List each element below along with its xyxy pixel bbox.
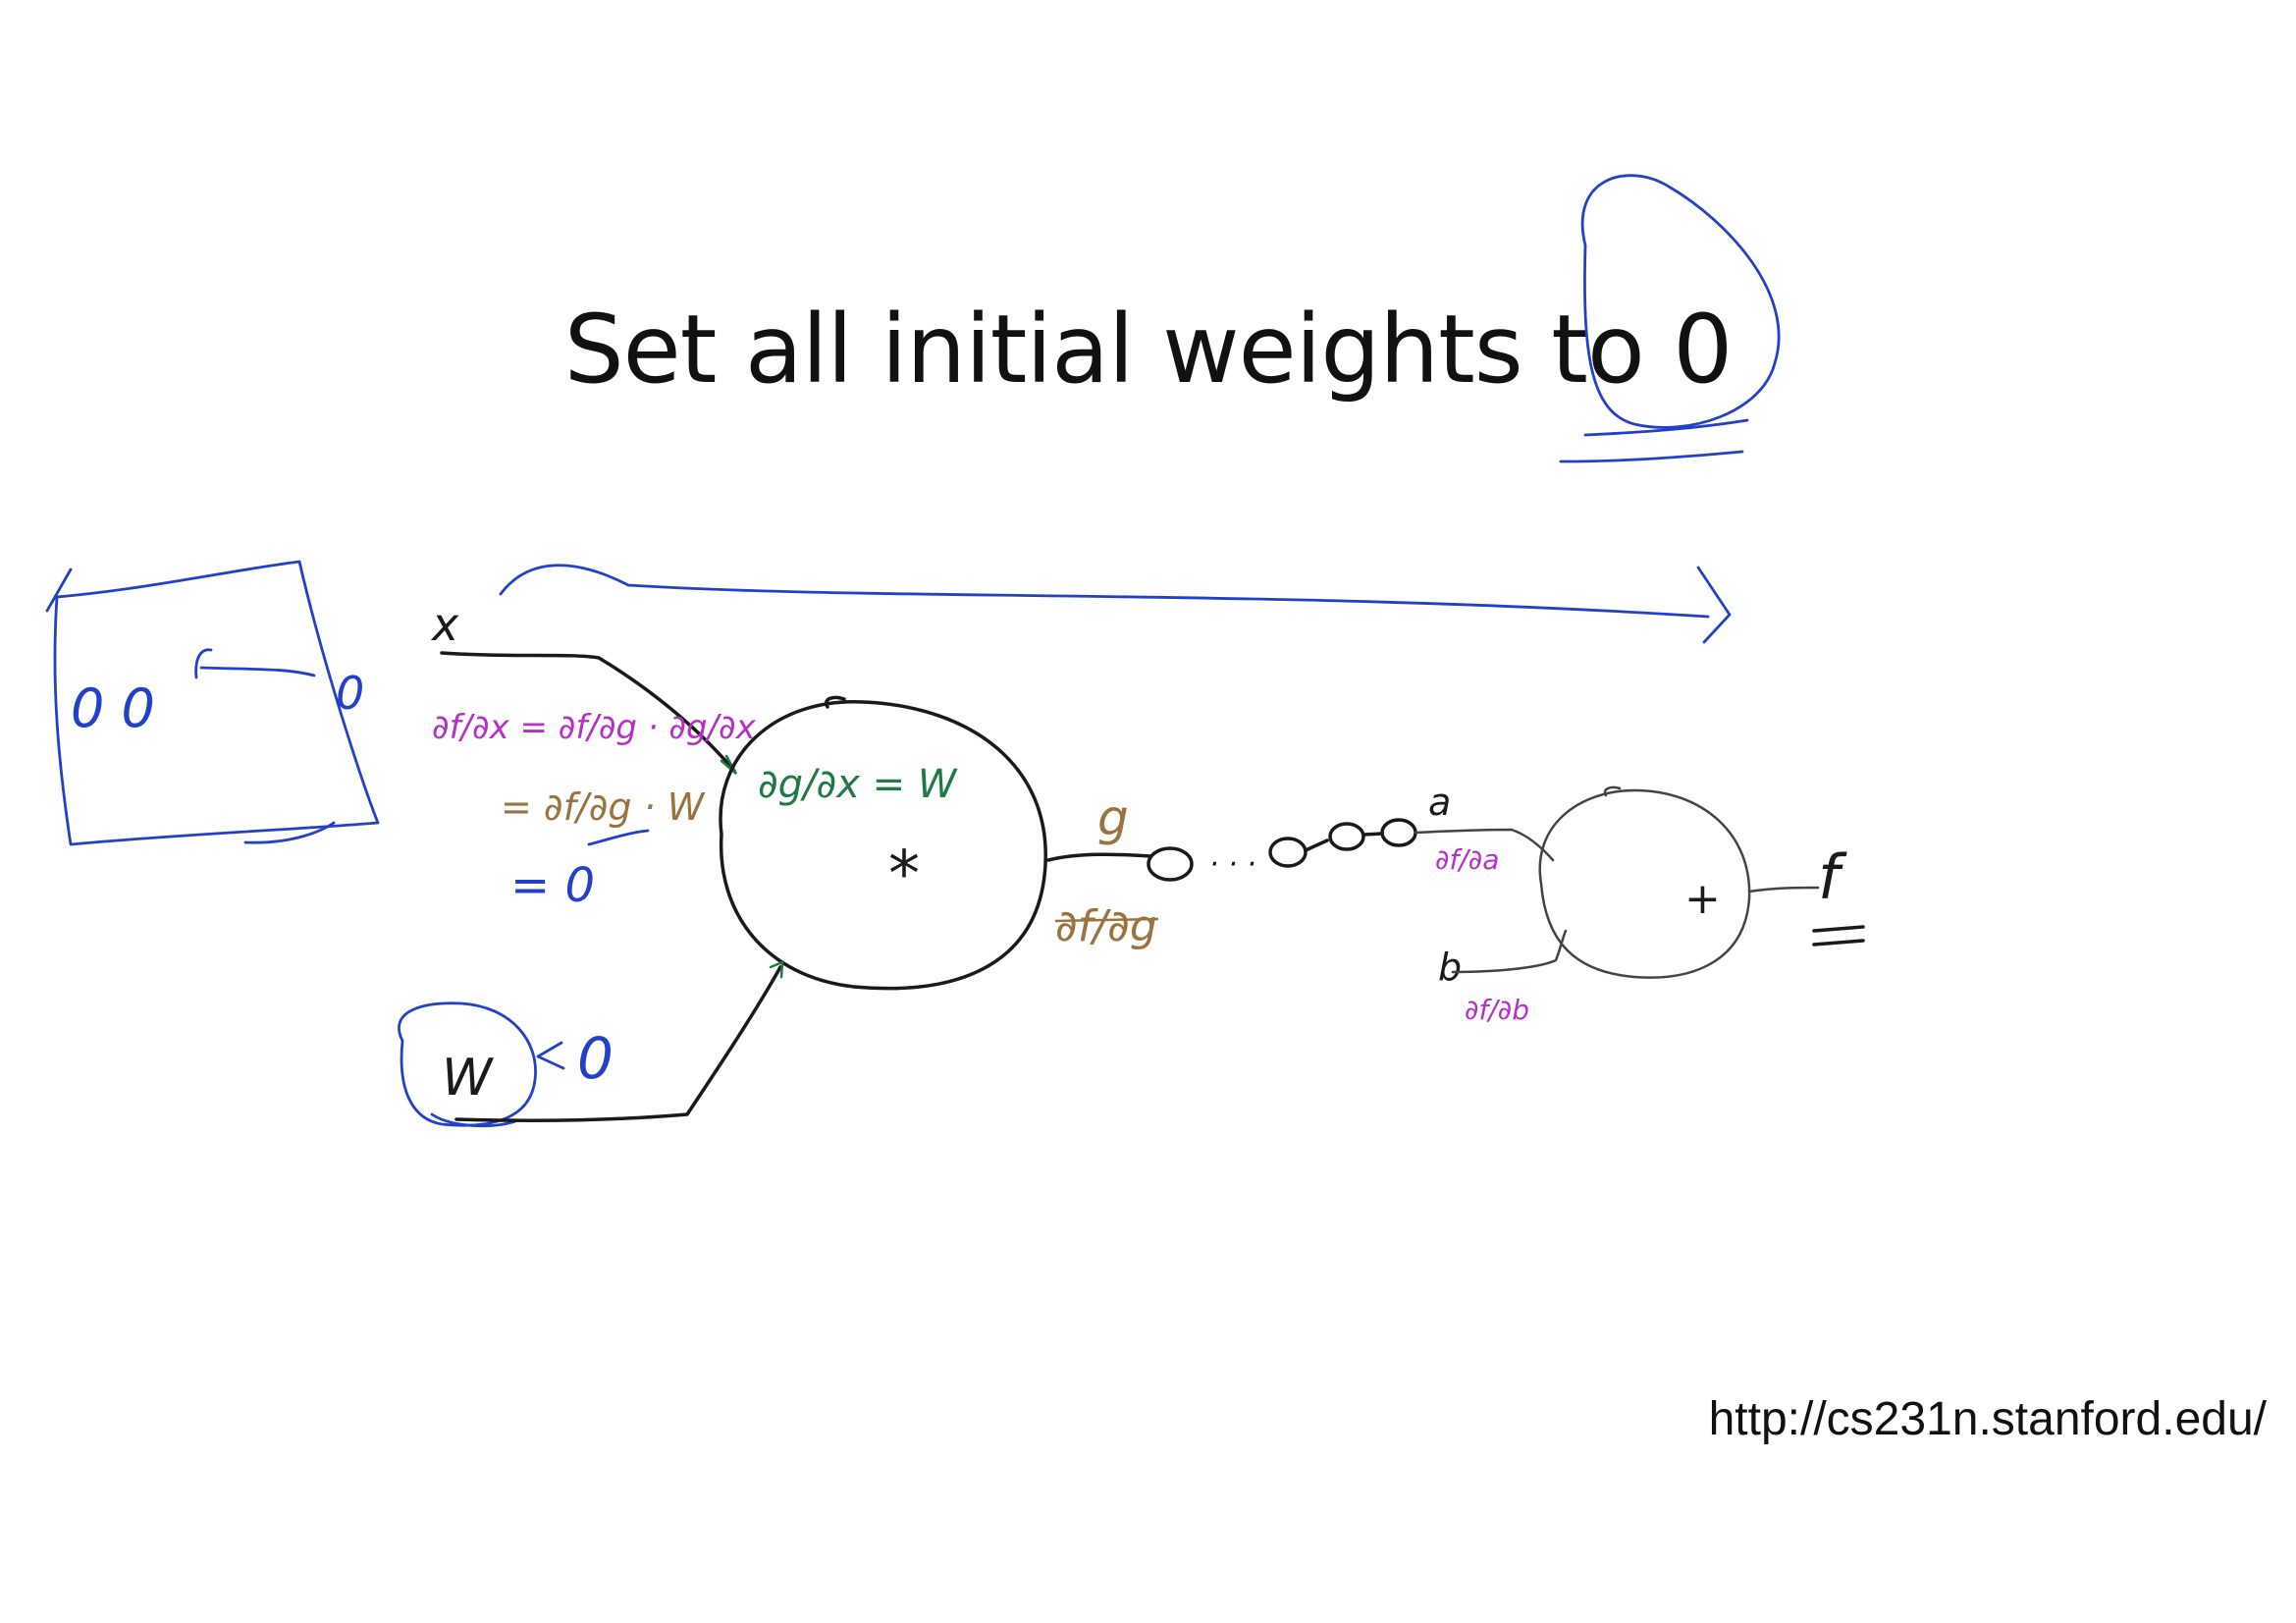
w-input-circle	[398, 1001, 537, 1127]
wire-x-arrowhead	[720, 754, 738, 775]
chain-rule-substitution: = ∂f/∂g · W	[501, 785, 706, 829]
local-gradient: ∂g/∂x = W	[758, 762, 958, 807]
input-a-label: a	[1428, 781, 1451, 824]
wire-x-to-multiply	[440, 651, 736, 773]
chain-rule-formula: ∂f/∂x = ∂f/∂g · ∂g/∂x	[432, 708, 757, 747]
output-f: f	[1818, 841, 1847, 913]
chain-node-1	[1147, 846, 1194, 882]
input-w-label: W	[442, 1049, 495, 1108]
wire-a-to-add	[1414, 828, 1555, 862]
wire-g	[1046, 852, 1152, 862]
title-zero-underline-2	[1559, 450, 1744, 463]
upstream-gradient: ∂f/∂g	[1055, 901, 1157, 951]
chain-node-2	[1268, 837, 1308, 868]
chain-node-3	[1328, 822, 1365, 851]
title-zero-underline-1	[1583, 418, 1749, 437]
input-b-label: b	[1438, 946, 1462, 989]
layer-box-zeros: 0 0	[71, 677, 155, 739]
chain-node-4	[1380, 818, 1417, 847]
chain-rule-equals-zero: = 0	[510, 858, 595, 913]
input-x-label: x	[430, 598, 459, 651]
w-zero-arrow	[536, 1041, 565, 1070]
chain-rule-scribble	[587, 829, 650, 846]
wire-w-to-multiply	[454, 965, 782, 1122]
intermediate-g: g	[1097, 789, 1129, 846]
title-zero-circle	[1580, 174, 1781, 429]
multiply-gate	[719, 700, 1047, 991]
upstream-gradient-bar	[1054, 917, 1159, 923]
add-gate-mark	[1603, 785, 1622, 797]
add-gate	[1538, 788, 1751, 979]
w-input-circle-tail	[430, 1112, 517, 1128]
layer-box	[53, 560, 380, 846]
output-equals-1	[1812, 925, 1865, 933]
grad-a: ∂f/∂a	[1435, 843, 1499, 876]
chain-dots: · · ·	[1209, 847, 1256, 882]
wire-w-arrowhead	[769, 960, 784, 979]
multiply-op: *	[888, 839, 920, 911]
layer-box-bottom-mark	[243, 821, 336, 844]
wire-b-to-add	[1451, 929, 1568, 974]
wire-f-output	[1747, 886, 1820, 893]
add-op: +	[1684, 874, 1721, 924]
output-equals-2	[1812, 939, 1865, 947]
layer-box-tick	[45, 568, 73, 613]
chain-link-2-3	[1304, 839, 1329, 852]
source-url: http://cs231n.stanford.edu/	[1708, 1393, 2267, 1445]
layer-box-inner-arrow	[194, 648, 316, 679]
forward-arrow	[499, 564, 1710, 619]
multiply-gate-mark	[825, 695, 846, 709]
w-zero-value: 0	[577, 1025, 614, 1092]
forward-arrow-head	[1696, 566, 1732, 644]
grad-b: ∂f/∂b	[1465, 994, 1529, 1026]
slide-title: Set all initial weights to 0	[563, 295, 1734, 405]
layer-box-zero-right: 0	[336, 667, 364, 720]
chain-link-3-4	[1362, 832, 1384, 837]
